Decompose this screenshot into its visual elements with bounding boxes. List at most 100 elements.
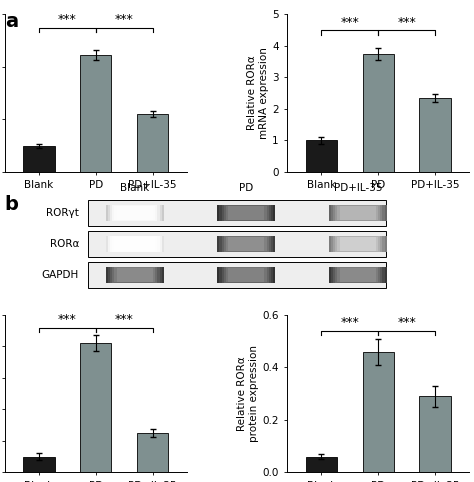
Bar — [221, 236, 271, 252]
Bar — [137, 433, 168, 472]
Text: RORγt: RORγt — [46, 208, 79, 218]
Bar — [340, 206, 376, 220]
Bar — [137, 114, 168, 172]
Bar — [226, 206, 266, 220]
Bar — [88, 262, 386, 288]
Bar — [306, 140, 337, 172]
Bar — [106, 267, 164, 283]
Bar — [340, 206, 376, 220]
Bar — [328, 205, 387, 221]
Bar — [419, 396, 451, 472]
Bar — [88, 200, 386, 226]
Bar — [226, 237, 266, 252]
Bar — [331, 267, 385, 283]
Text: ***: *** — [397, 316, 416, 329]
Bar — [110, 267, 160, 283]
Bar — [106, 236, 164, 252]
Bar — [337, 237, 378, 252]
Bar — [221, 267, 271, 283]
Bar — [337, 268, 378, 282]
Bar — [226, 268, 266, 282]
Bar — [221, 236, 271, 252]
Text: ***: *** — [115, 313, 134, 326]
Text: ***: *** — [340, 316, 359, 329]
Bar — [337, 206, 378, 220]
Bar — [115, 268, 155, 282]
Bar — [228, 268, 264, 282]
Bar — [224, 205, 269, 221]
Bar — [226, 206, 266, 220]
Bar — [224, 205, 269, 221]
Bar — [110, 205, 160, 221]
Bar — [108, 236, 162, 252]
Text: ***: *** — [58, 13, 77, 26]
Text: GAPDH: GAPDH — [42, 270, 79, 280]
Y-axis label: Relative RORα
protein expression: Relative RORα protein expression — [237, 345, 259, 442]
Bar — [228, 237, 264, 251]
Bar — [23, 456, 55, 472]
Bar — [106, 267, 164, 283]
Bar — [80, 55, 111, 172]
Text: PD: PD — [239, 183, 254, 193]
Bar — [217, 236, 275, 252]
Bar — [217, 205, 275, 221]
Bar — [226, 237, 266, 252]
Bar — [228, 237, 264, 251]
Bar — [333, 205, 383, 221]
Bar — [217, 205, 275, 221]
Bar — [333, 236, 383, 252]
Bar — [110, 267, 160, 283]
Bar — [328, 267, 387, 283]
Bar — [108, 236, 162, 252]
Bar — [328, 267, 387, 283]
Bar — [363, 54, 394, 172]
Bar — [219, 205, 273, 221]
Bar — [340, 237, 376, 251]
Bar — [108, 205, 162, 221]
Bar — [115, 206, 155, 220]
Bar — [108, 205, 162, 221]
Text: b: b — [5, 195, 18, 214]
Bar — [115, 268, 155, 282]
Bar — [419, 98, 451, 172]
Bar — [110, 236, 160, 252]
Bar — [331, 267, 385, 283]
Bar — [221, 205, 271, 221]
Text: ***: *** — [58, 313, 77, 326]
Bar — [335, 236, 380, 252]
Bar — [112, 205, 157, 221]
Bar — [331, 205, 385, 221]
Bar — [226, 268, 266, 282]
Text: RORα: RORα — [50, 239, 79, 249]
Bar — [337, 206, 378, 220]
Bar — [224, 236, 269, 252]
Bar — [340, 268, 376, 282]
Text: a: a — [5, 12, 18, 31]
Bar — [224, 268, 269, 282]
Bar — [328, 236, 387, 252]
Bar — [219, 205, 273, 221]
Bar — [112, 236, 157, 252]
Bar — [80, 343, 111, 472]
Bar — [224, 268, 269, 282]
Y-axis label: Relative RORα
mRNA expression: Relative RORα mRNA expression — [247, 47, 269, 139]
Bar — [333, 205, 383, 221]
Bar — [117, 206, 153, 220]
Bar — [340, 237, 376, 251]
Bar — [217, 267, 275, 283]
Bar — [228, 206, 264, 220]
Bar — [219, 236, 273, 252]
Bar — [88, 231, 386, 257]
Bar — [331, 236, 385, 252]
Bar — [333, 267, 383, 283]
Bar — [106, 205, 164, 221]
Bar — [115, 206, 155, 220]
Bar — [217, 267, 275, 283]
Bar — [112, 268, 157, 282]
Bar — [328, 236, 387, 252]
Bar — [115, 237, 155, 252]
Bar — [117, 237, 153, 251]
Bar — [117, 268, 153, 282]
Text: Blank: Blank — [120, 183, 149, 193]
Bar — [333, 236, 383, 252]
